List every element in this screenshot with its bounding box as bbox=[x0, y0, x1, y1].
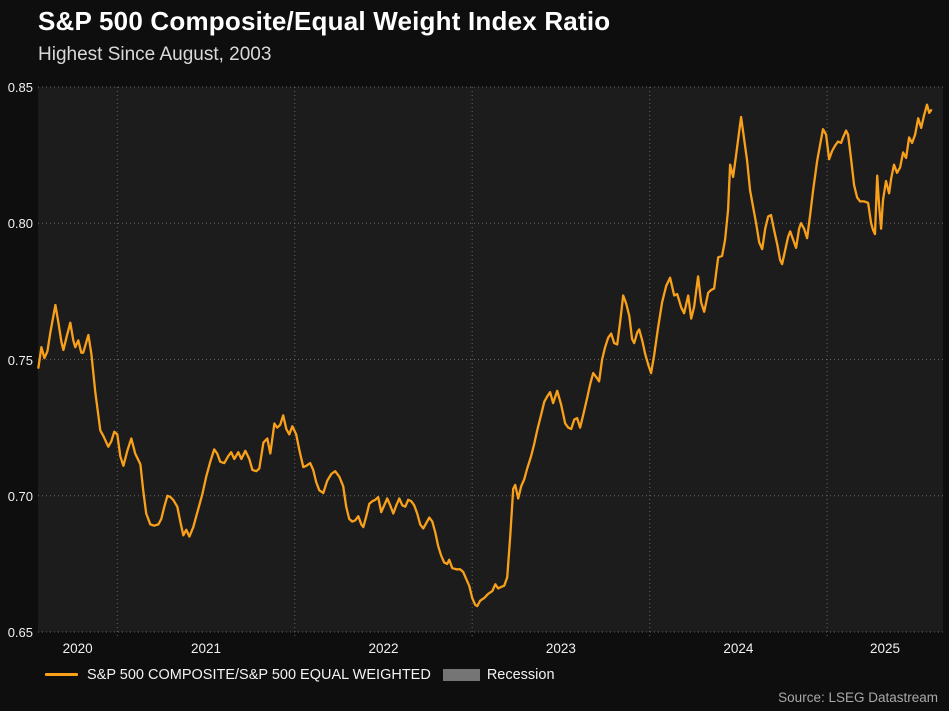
x-tick-label: 2025 bbox=[870, 641, 901, 656]
recession-swatch-icon bbox=[442, 668, 480, 681]
y-tick-label: 0.80 bbox=[7, 216, 33, 232]
ratio-line-series bbox=[37, 103, 933, 608]
plot-area bbox=[37, 86, 943, 637]
x-tick-label: 2021 bbox=[191, 641, 222, 656]
page-subtitle: Highest Since August, 2003 bbox=[38, 44, 272, 65]
legend: S&P 500 COMPOSITE/S&P 500 EQUAL WEIGHTED… bbox=[45, 666, 555, 683]
y-tick-label: 0.75 bbox=[7, 352, 33, 368]
y-tick-label: 0.70 bbox=[7, 488, 33, 504]
y-tick-label: 0.85 bbox=[7, 80, 33, 95]
page-title: S&P 500 Composite/Equal Weight Index Rat… bbox=[38, 6, 611, 36]
series-legend-label: S&P 500 COMPOSITE/S&P 500 EQUAL WEIGHTED bbox=[87, 666, 431, 683]
x-tick-label: 2023 bbox=[545, 641, 576, 656]
x-tick-label: 2024 bbox=[723, 641, 754, 656]
x-tick-label: 2020 bbox=[62, 641, 93, 656]
x-tick-label: 2022 bbox=[368, 641, 399, 656]
y-tick-label: 0.65 bbox=[7, 625, 33, 640]
recession-legend-label: Recession bbox=[486, 666, 555, 683]
source-attribution: Source: LSEG Datastream bbox=[778, 690, 938, 705]
series-line-swatch-icon bbox=[45, 673, 78, 676]
ratio-chart bbox=[37, 86, 943, 637]
